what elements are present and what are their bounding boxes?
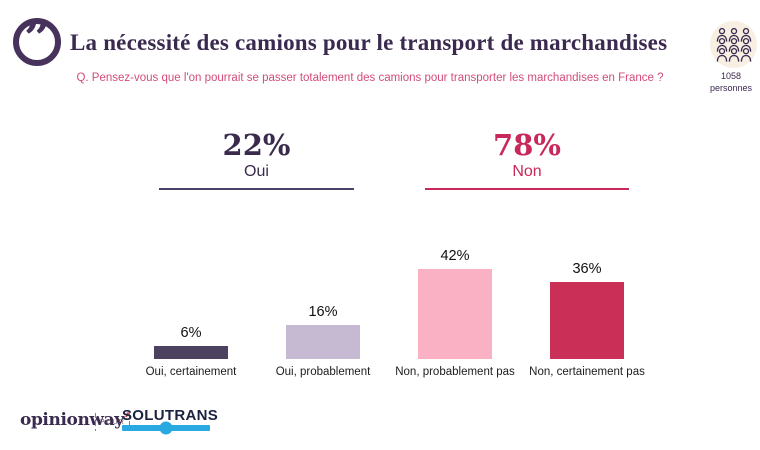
solutrans-bar-icon	[122, 421, 210, 435]
bar-category-label: Oui, certainement	[145, 366, 237, 378]
bar-category-label: Non, probablement pas	[395, 366, 515, 378]
summary-yes: 22% Oui	[159, 129, 354, 190]
bar-column: 42% Non, probablement pas	[389, 229, 521, 378]
opinionway-logo: opinionway’	[20, 410, 130, 430]
bar-value-label: 16%	[308, 304, 338, 320]
solutrans-dot-icon	[159, 421, 173, 435]
pour-label: POUR	[100, 418, 126, 426]
sample-size-badge	[710, 21, 757, 68]
summary-no: 78% Non	[425, 129, 629, 190]
bar-value-label: 36%	[572, 261, 602, 277]
bar-value-label: 6%	[180, 325, 202, 341]
bar-column: 16% Oui, probablement	[257, 229, 389, 378]
bar-category-label: Oui, probablement	[275, 366, 371, 378]
bar-value-label: 42%	[440, 248, 470, 264]
bar	[418, 269, 492, 359]
summary-no-label: Non	[512, 163, 542, 180]
bar-column: 6% Oui, certainement	[125, 229, 257, 378]
bar-category-label: Non, certainement pas	[529, 366, 645, 378]
opinionway-wordmark: opinionway	[20, 410, 125, 430]
page-title: La nécessité des camions pour le transpo…	[70, 30, 668, 55]
sample-unit: personnes	[709, 83, 753, 94]
solutrans-logo: SOLUTRANS	[122, 407, 219, 435]
bar	[286, 325, 360, 359]
dashed-divider-icon	[95, 413, 96, 431]
sample-size-text: 1058 personnes	[700, 70, 760, 94]
summary-yes-label: Oui	[244, 163, 269, 180]
summary-no-value: 78%	[493, 128, 561, 162]
bar	[550, 282, 624, 359]
bar	[154, 346, 228, 359]
quote-glyph-icon: ”	[24, 11, 51, 65]
logo-separator: POUR	[95, 411, 131, 433]
dashed-divider-icon	[129, 413, 131, 431]
summary-yes-underline	[159, 188, 354, 190]
sample-count: 1058	[720, 71, 742, 81]
summary-no-underline	[425, 188, 629, 190]
quote-icon: ”	[13, 11, 61, 66]
solutrans-wordmark: SOLUTRANS	[122, 407, 219, 424]
opinionway-mark-icon: ’	[124, 410, 130, 430]
bar-column: 36% Non, certainement pas	[521, 229, 653, 378]
survey-question: Q. Pensez-vous que l'on pourrait se pass…	[76, 72, 664, 84]
summary-yes-value: 22%	[222, 128, 291, 162]
